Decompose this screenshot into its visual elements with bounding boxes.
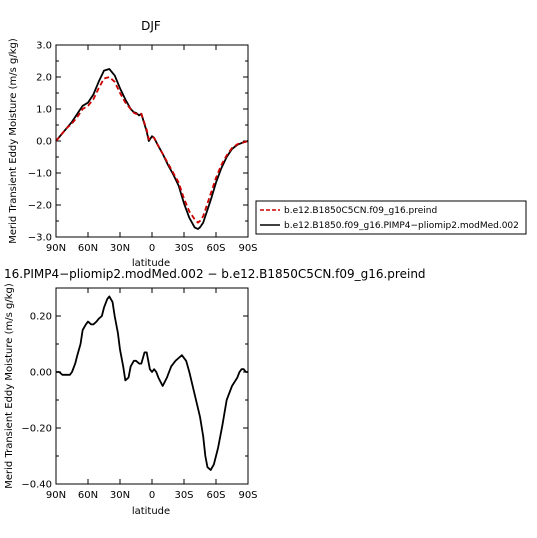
bottom-ytick-label: −0.20 xyxy=(21,424,52,435)
bottom-xtick-label: 30N xyxy=(110,490,130,501)
bottom-series-line-1 xyxy=(56,295,248,471)
top-ytick-label: 3.0 xyxy=(36,41,52,52)
top-ylabel: Merid Transient Eddy Moisture (m/s g/kg) xyxy=(8,38,19,244)
top-ytick-label: −2.0 xyxy=(28,201,52,212)
legend-frame xyxy=(255,200,527,235)
top-panel: DJF latitude Merid Transient Eddy Moistu… xyxy=(8,19,258,269)
bottom-plot-frame xyxy=(55,287,249,485)
bottom-panel: 16.PIMP4−pliomip2.modMed.002 − b.e12.B18… xyxy=(4,267,426,517)
bottom-xtick-label: 60N xyxy=(78,490,98,501)
top-xtick-label: 30N xyxy=(110,243,130,254)
bottom-ticks: 90N 60N 30N 0 30S 60S 90S 0.20 0.00 −0.20 −0.40 xyxy=(21,288,258,501)
top-xtick-label: 90N xyxy=(46,243,66,254)
top-ticks: 90N 60N 30N 0 30S 60S 90S 3.0 2.0 1.0 0.0 −1.0 −2.0 −… xyxy=(28,41,258,255)
bottom-ytick-label: 0.20 xyxy=(30,312,52,323)
top-xtick-label: 60N xyxy=(78,243,98,254)
top-series-line-1 xyxy=(55,76,249,224)
top-ytick-label: 2.0 xyxy=(36,73,52,84)
bottom-xtick-label: 0 xyxy=(149,490,155,501)
top-xlabel: latitude xyxy=(132,258,170,269)
top-ytick-label: −1.0 xyxy=(28,169,52,180)
top-series-line-2 xyxy=(55,68,249,230)
bottom-ytick-label: 0.00 xyxy=(30,368,52,379)
bottom-ylabel: Merid Transient Eddy Moisture (m/s g/kg) xyxy=(4,283,15,489)
top-ytick-label: −3.0 xyxy=(28,233,52,244)
legend: b.e12.B1850C5CN.f09_g16.preind b.e12.B18… xyxy=(255,200,527,235)
top-xtick-label: 90S xyxy=(238,243,257,254)
bottom-xtick-label: 60S xyxy=(206,490,225,501)
top-plot-frame xyxy=(55,44,249,238)
legend-label-2: b.e12.B1850.f09_g16.PIMP4−pliomip2.modMe… xyxy=(284,221,519,231)
top-ytick-label: 0.0 xyxy=(36,137,52,148)
bottom-ytick-label: −0.40 xyxy=(21,480,52,491)
top-xtick-label: 30S xyxy=(174,243,193,254)
bottom-xlabel: latitude xyxy=(132,506,170,517)
legend-label-1: b.e12.B1850C5CN.f09_g16.preind xyxy=(284,206,437,216)
top-xtick-label: 60S xyxy=(206,243,225,254)
bottom-title: 16.PIMP4−pliomip2.modMed.002 − b.e12.B18… xyxy=(4,267,426,281)
bottom-xtick-label: 90N xyxy=(46,490,66,501)
top-xtick-label: 0 xyxy=(149,243,155,254)
bottom-xtick-label: 90S xyxy=(238,490,257,501)
bottom-xtick-label: 30S xyxy=(174,490,193,501)
top-series xyxy=(55,68,249,230)
top-ytick-label: 1.0 xyxy=(36,105,52,116)
top-title: DJF xyxy=(141,19,161,33)
bottom-series xyxy=(56,295,248,471)
